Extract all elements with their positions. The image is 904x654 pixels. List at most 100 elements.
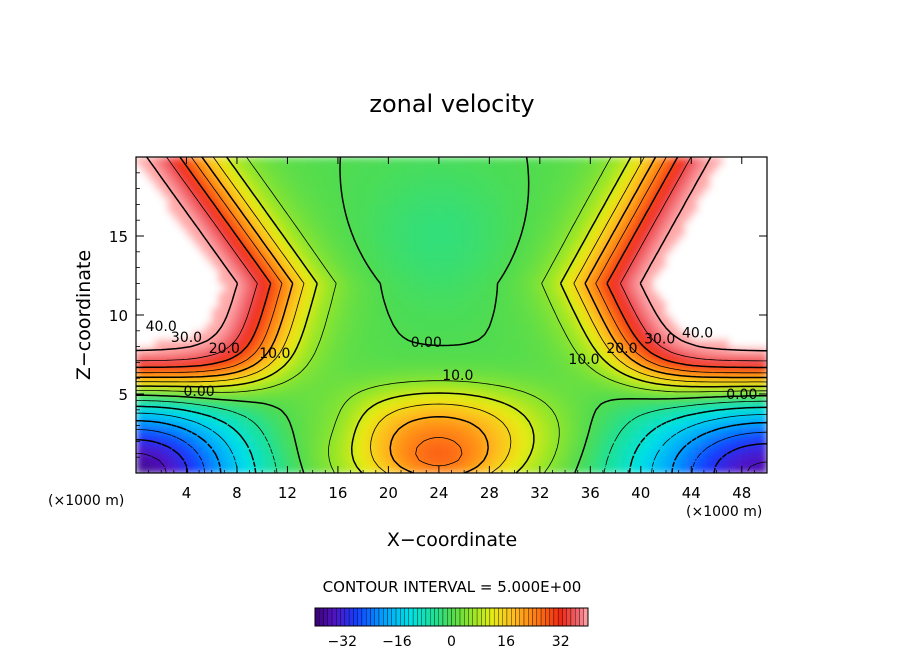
heatmap-cell bbox=[653, 283, 661, 293]
heatmap-cell bbox=[621, 196, 629, 206]
heatmap-cell bbox=[552, 188, 560, 198]
heatmap-cell bbox=[457, 346, 465, 356]
heatmap-cell bbox=[748, 354, 756, 364]
heatmap-cell bbox=[451, 204, 459, 214]
heatmap-cell bbox=[647, 283, 655, 293]
colorbar-cell bbox=[336, 607, 341, 627]
heatmap-cell bbox=[363, 433, 371, 443]
heatmap-cell bbox=[565, 330, 573, 340]
colorbar-cell bbox=[455, 607, 461, 627]
heatmap-cell bbox=[501, 212, 510, 221]
heatmap-cell bbox=[382, 370, 390, 379]
heatmap-cell bbox=[539, 251, 547, 261]
heatmap-cell bbox=[318, 299, 327, 308]
heatmap-cell bbox=[451, 362, 459, 372]
heatmap-cell bbox=[621, 307, 629, 316]
heatmap-cell bbox=[647, 251, 655, 261]
heatmap-cell bbox=[495, 338, 503, 348]
heatmap-cell bbox=[470, 386, 478, 395]
heatmap-cell bbox=[325, 267, 333, 277]
heatmap-cell bbox=[754, 378, 762, 387]
heatmap-cell bbox=[647, 401, 655, 411]
heatmap-cell bbox=[514, 283, 522, 293]
heatmap-cell bbox=[445, 196, 453, 206]
heatmap-cell bbox=[590, 315, 598, 324]
heatmap-cell bbox=[154, 188, 163, 198]
heatmap-cell bbox=[394, 417, 402, 427]
heatmap-cell bbox=[640, 401, 648, 411]
x-tick-label: 28 bbox=[480, 484, 499, 502]
heatmap-cell bbox=[501, 243, 510, 253]
heatmap-cell bbox=[218, 172, 226, 182]
heatmap-cell bbox=[710, 164, 718, 174]
heatmap-cell bbox=[243, 228, 251, 237]
heatmap-cell bbox=[281, 220, 289, 229]
heatmap-cell bbox=[729, 346, 737, 356]
heatmap-cell bbox=[445, 204, 453, 214]
heatmap-cell bbox=[375, 370, 383, 379]
heatmap-cell bbox=[508, 307, 516, 316]
heatmap-cell bbox=[312, 378, 320, 387]
heatmap-cell bbox=[602, 362, 611, 372]
heatmap-cell bbox=[470, 409, 478, 419]
heatmap-cell bbox=[224, 457, 232, 466]
colorbar-cell bbox=[562, 607, 567, 627]
heatmap-cell bbox=[457, 315, 465, 324]
heatmap-cell bbox=[621, 204, 629, 214]
heatmap-cell bbox=[760, 157, 767, 166]
heatmap-cell bbox=[325, 172, 333, 182]
heatmap-cell bbox=[293, 449, 301, 458]
heatmap-cell bbox=[419, 322, 428, 332]
heatmap-cell bbox=[501, 433, 510, 443]
heatmap-cell bbox=[356, 275, 364, 285]
heatmap-cell bbox=[388, 236, 396, 245]
heatmap-cell bbox=[236, 188, 245, 198]
heatmap-cell bbox=[249, 315, 257, 324]
heatmap-cell bbox=[419, 299, 428, 308]
heatmap-cell bbox=[287, 346, 295, 356]
heatmap-cell bbox=[337, 465, 346, 473]
heatmap-cell bbox=[659, 330, 667, 340]
heatmap-cell bbox=[546, 172, 554, 182]
heatmap-cell bbox=[501, 362, 510, 372]
heatmap-cell bbox=[192, 346, 200, 356]
heatmap-cell bbox=[369, 386, 377, 395]
heatmap-cell bbox=[318, 465, 327, 473]
heatmap-cell bbox=[300, 401, 308, 411]
heatmap-cell bbox=[186, 425, 194, 435]
heatmap-cell bbox=[281, 228, 289, 237]
heatmap-cell bbox=[748, 409, 756, 419]
heatmap-cell bbox=[268, 315, 276, 324]
heatmap-cell bbox=[192, 228, 200, 237]
heatmap-cell bbox=[445, 401, 453, 411]
heatmap-cell bbox=[476, 322, 484, 332]
heatmap-cell bbox=[199, 180, 207, 190]
heatmap-cell bbox=[173, 401, 181, 411]
heatmap-cell bbox=[262, 370, 270, 379]
heatmap-cell bbox=[401, 386, 409, 395]
heatmap-cell bbox=[647, 457, 655, 466]
heatmap-cell bbox=[306, 378, 314, 387]
heatmap-cell bbox=[344, 307, 352, 316]
heatmap-cell bbox=[596, 243, 604, 253]
heatmap-cell bbox=[363, 417, 371, 427]
heatmap-cell bbox=[363, 291, 371, 300]
heatmap-cell bbox=[388, 243, 396, 253]
heatmap-cell bbox=[596, 275, 604, 285]
heatmap-cell bbox=[249, 370, 257, 379]
heatmap-cell bbox=[634, 322, 642, 332]
heatmap-cell bbox=[508, 283, 516, 293]
heatmap-cell bbox=[426, 386, 434, 395]
heatmap-cell bbox=[375, 409, 383, 419]
heatmap-cell bbox=[192, 417, 200, 427]
heatmap-cell bbox=[697, 291, 705, 300]
heatmap-cell bbox=[445, 465, 453, 473]
heatmap-cell bbox=[382, 386, 390, 395]
heatmap-cell bbox=[596, 228, 604, 237]
heatmap-cell bbox=[268, 441, 276, 451]
heatmap-cell bbox=[514, 338, 522, 348]
colorbar-cell bbox=[451, 607, 456, 627]
heatmap-cell bbox=[186, 220, 194, 229]
heatmap-cell bbox=[306, 449, 314, 458]
heatmap-cell bbox=[407, 212, 415, 221]
